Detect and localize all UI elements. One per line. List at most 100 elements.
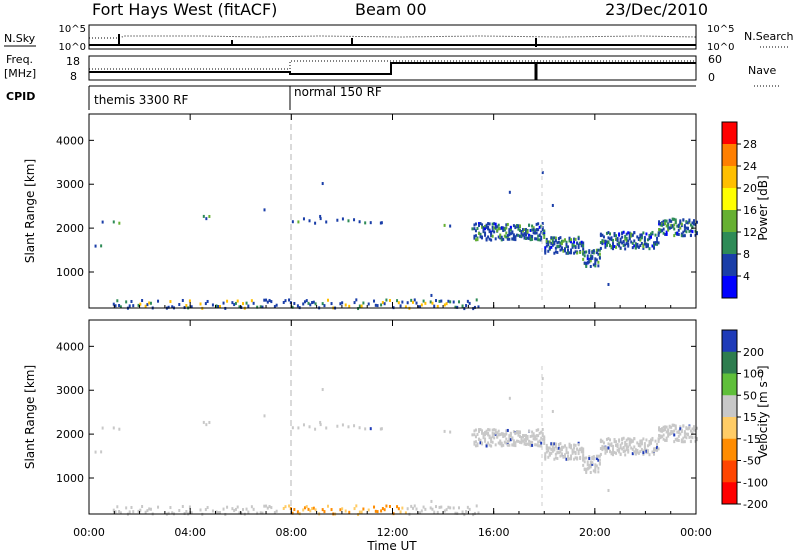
power-echo	[689, 229, 692, 233]
nave-line	[89, 60, 696, 70]
velocity-echo	[531, 443, 534, 447]
power-echo	[447, 299, 450, 303]
power-echo	[627, 242, 630, 246]
velocity-echo	[537, 428, 540, 432]
power-echo	[642, 243, 645, 247]
velocity-echo	[579, 456, 582, 460]
velocity-echo	[521, 439, 524, 443]
power-echo	[309, 303, 312, 307]
velocity-echo	[642, 451, 645, 455]
power-echo	[415, 301, 418, 305]
velocity-echo	[289, 507, 292, 511]
velocity-echo	[319, 423, 322, 427]
velocity-echo	[479, 439, 482, 443]
velocity-echo	[553, 446, 556, 450]
power-echo	[456, 305, 459, 309]
power-echo	[551, 239, 554, 243]
power-echo	[550, 241, 553, 245]
power-echo	[397, 301, 400, 305]
velocity-echo	[618, 447, 621, 451]
power-echo	[238, 305, 241, 309]
power-echo	[532, 226, 535, 230]
power-echo	[325, 220, 328, 224]
power-echo	[236, 299, 239, 303]
power-echo	[494, 225, 497, 229]
velocity-echo	[637, 451, 640, 455]
velocity-echo	[205, 423, 208, 427]
power-echo	[598, 248, 601, 252]
velocity-echo	[484, 437, 487, 441]
power-echo	[586, 254, 589, 258]
velocity-echo	[577, 443, 580, 447]
velocity-echo	[618, 439, 621, 443]
colorbar-tick-label: -15	[743, 433, 761, 446]
velocity-echo	[585, 470, 588, 474]
velocity-echo	[557, 443, 560, 447]
velocity-echo	[314, 427, 317, 431]
velocity-echo	[208, 420, 211, 424]
velocity-echo	[628, 437, 631, 441]
velocity-echo	[500, 441, 503, 445]
velocity-echo	[397, 507, 400, 511]
power-echo	[543, 235, 546, 239]
power-echo	[321, 302, 324, 306]
power-echo	[574, 246, 577, 250]
power-echo	[653, 246, 656, 250]
power-echo	[275, 303, 278, 307]
velocity-echo	[624, 453, 627, 457]
velocity-echo	[654, 447, 657, 451]
power-echo	[512, 233, 515, 237]
power-echo	[171, 305, 174, 309]
velocity-echo	[591, 462, 594, 466]
power-echo	[535, 228, 538, 232]
velocity-echo	[500, 444, 503, 448]
velocity-echo	[508, 439, 511, 443]
power-echo	[488, 222, 491, 226]
velocity-echo	[496, 435, 499, 439]
y-tick-label: 1000	[56, 472, 84, 485]
power-echo	[634, 246, 637, 250]
velocity-echo	[475, 504, 478, 508]
velocity-echo	[473, 511, 476, 515]
power-echo	[517, 224, 520, 228]
power-echo	[691, 225, 694, 229]
velocity-echo	[234, 507, 237, 511]
power-echo	[125, 300, 128, 304]
velocity-echo	[503, 433, 506, 437]
velocity-echo	[399, 510, 402, 514]
power-echo	[481, 225, 484, 229]
power-echo	[689, 223, 692, 227]
velocity-echo	[273, 511, 276, 515]
power-echo	[676, 224, 679, 228]
freq-unit: [MHz]	[4, 67, 36, 80]
velocity-echo	[344, 509, 347, 513]
velocity-colorbar: 200 100 50 15 -15 -50 -100 -200	[721, 329, 768, 511]
velocity-echo	[491, 428, 494, 432]
power-echo	[521, 233, 524, 237]
velocity-echo	[694, 429, 697, 433]
power-echo	[205, 217, 208, 221]
power-echo	[503, 234, 506, 238]
power-echo	[540, 238, 543, 242]
velocity-echo	[517, 430, 520, 434]
power-echo	[582, 252, 585, 256]
power-echo	[594, 264, 597, 268]
power-echo	[591, 251, 594, 255]
power-echo	[579, 241, 582, 245]
velocity-echo	[565, 451, 568, 455]
nsky-tick-bottom: 10^0	[59, 42, 86, 53]
power-echo	[487, 225, 490, 229]
power-echo	[595, 258, 598, 262]
power-echo	[589, 259, 592, 263]
power-echo	[388, 298, 391, 302]
power-echo	[541, 222, 544, 226]
power-echo	[529, 238, 532, 242]
velocity-echo	[508, 443, 511, 447]
velocity-echo	[592, 455, 595, 459]
power-echo	[673, 223, 676, 227]
velocity-echo	[468, 507, 471, 511]
power-echo	[473, 234, 476, 238]
velocity-echo	[509, 438, 512, 442]
power-echo	[529, 228, 532, 232]
power-echo	[554, 239, 557, 243]
